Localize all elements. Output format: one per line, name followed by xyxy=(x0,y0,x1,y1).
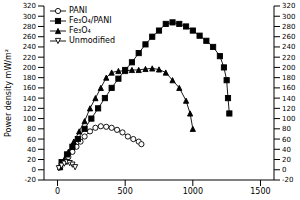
svg-text:320: 320 xyxy=(282,2,292,10)
svg-text:160: 160 xyxy=(23,84,36,92)
svg-text:20: 20 xyxy=(282,156,291,164)
svg-text:200: 200 xyxy=(23,64,36,72)
svg-text:40: 40 xyxy=(27,146,36,154)
svg-text:100: 100 xyxy=(282,115,292,123)
svg-text:-20: -20 xyxy=(25,176,36,184)
svg-text:260: 260 xyxy=(23,33,36,41)
svg-text:300: 300 xyxy=(282,13,292,21)
svg-text:220: 220 xyxy=(282,54,292,62)
svg-text:120: 120 xyxy=(282,105,292,113)
svg-text:140: 140 xyxy=(282,95,292,103)
svg-text:140: 140 xyxy=(23,95,36,103)
html-text:Fe₃O₄: Fe₃O₄ xyxy=(69,26,91,35)
svg-text:Power density mW/m²: Power density mW/m² xyxy=(8,49,13,137)
svg-text:180: 180 xyxy=(282,74,292,82)
svg-text:180: 180 xyxy=(23,74,36,82)
svg-text:0: 0 xyxy=(55,187,60,196)
svg-text:260: 260 xyxy=(282,33,292,41)
svg-text:1000: 1000 xyxy=(183,187,203,196)
html-text:Fe₃O₄/PANI: Fe₃O₄/PANI xyxy=(69,16,112,25)
svg-text:0: 0 xyxy=(32,166,36,174)
svg-text:240: 240 xyxy=(23,43,36,51)
svg-text:60: 60 xyxy=(282,136,291,144)
svg-text:220: 220 xyxy=(23,54,36,62)
svg-text:280: 280 xyxy=(23,23,36,31)
svg-text:300: 300 xyxy=(23,13,36,21)
svg-text:-20: -20 xyxy=(282,176,292,184)
svg-text:80: 80 xyxy=(27,125,36,133)
svg-text:20: 20 xyxy=(27,156,36,164)
svg-text:320: 320 xyxy=(23,2,36,10)
html-text:PANI: PANI xyxy=(69,6,88,15)
svg-text:200: 200 xyxy=(282,64,292,72)
svg-text:60: 60 xyxy=(27,136,36,144)
html-text:Unmodified: Unmodified xyxy=(69,36,115,45)
svg-text:500: 500 xyxy=(118,187,133,196)
svg-text:160: 160 xyxy=(282,84,292,92)
svg-text:120: 120 xyxy=(23,105,36,113)
svg-text:280: 280 xyxy=(282,23,292,31)
svg-text:240: 240 xyxy=(282,43,292,51)
svg-text:80: 80 xyxy=(282,125,291,133)
svg-text:1500: 1500 xyxy=(250,187,270,196)
svg-text:40: 40 xyxy=(282,146,291,154)
svg-text:100: 100 xyxy=(23,115,36,123)
svg-text:0: 0 xyxy=(282,166,286,174)
